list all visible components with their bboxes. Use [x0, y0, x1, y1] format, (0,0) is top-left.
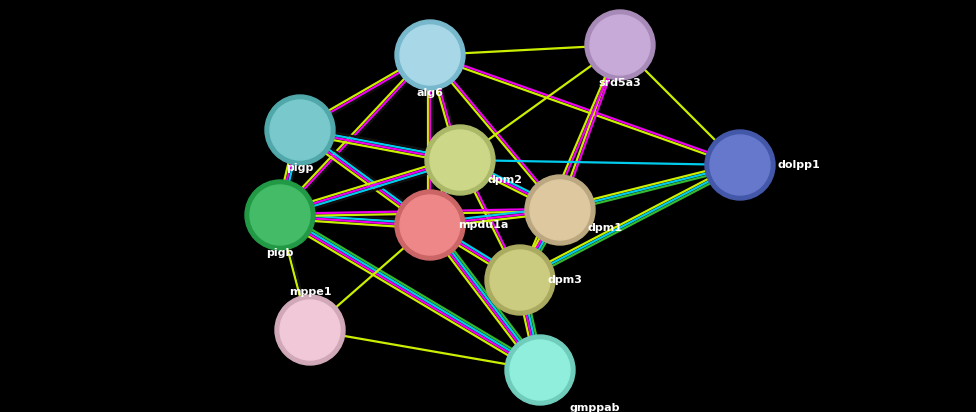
Circle shape [705, 130, 775, 200]
Text: dpm1: dpm1 [588, 223, 623, 233]
Text: dolpp1: dolpp1 [778, 160, 821, 170]
Circle shape [525, 175, 595, 245]
Circle shape [400, 25, 460, 85]
Circle shape [485, 245, 555, 315]
Circle shape [430, 130, 490, 190]
Circle shape [710, 135, 770, 195]
Circle shape [585, 10, 655, 80]
Circle shape [400, 195, 460, 255]
Text: alg6: alg6 [417, 88, 443, 98]
Text: gmppab: gmppab [570, 403, 621, 412]
Circle shape [250, 185, 310, 245]
Circle shape [395, 20, 465, 90]
Text: pigp: pigp [286, 163, 313, 173]
Text: srd5a3: srd5a3 [598, 78, 641, 88]
Circle shape [530, 180, 590, 240]
Circle shape [490, 250, 550, 310]
Circle shape [275, 295, 345, 365]
Circle shape [270, 100, 330, 160]
Circle shape [395, 190, 465, 260]
Circle shape [265, 95, 335, 165]
Circle shape [280, 300, 340, 360]
Circle shape [510, 340, 570, 400]
Circle shape [590, 15, 650, 75]
Circle shape [425, 125, 495, 195]
Text: mppe1: mppe1 [289, 287, 331, 297]
Text: mpdu1a: mpdu1a [458, 220, 508, 230]
Text: dpm2: dpm2 [488, 175, 523, 185]
Text: pigb: pigb [266, 248, 294, 258]
Circle shape [505, 335, 575, 405]
Text: dpm3: dpm3 [548, 275, 583, 285]
Circle shape [245, 180, 315, 250]
